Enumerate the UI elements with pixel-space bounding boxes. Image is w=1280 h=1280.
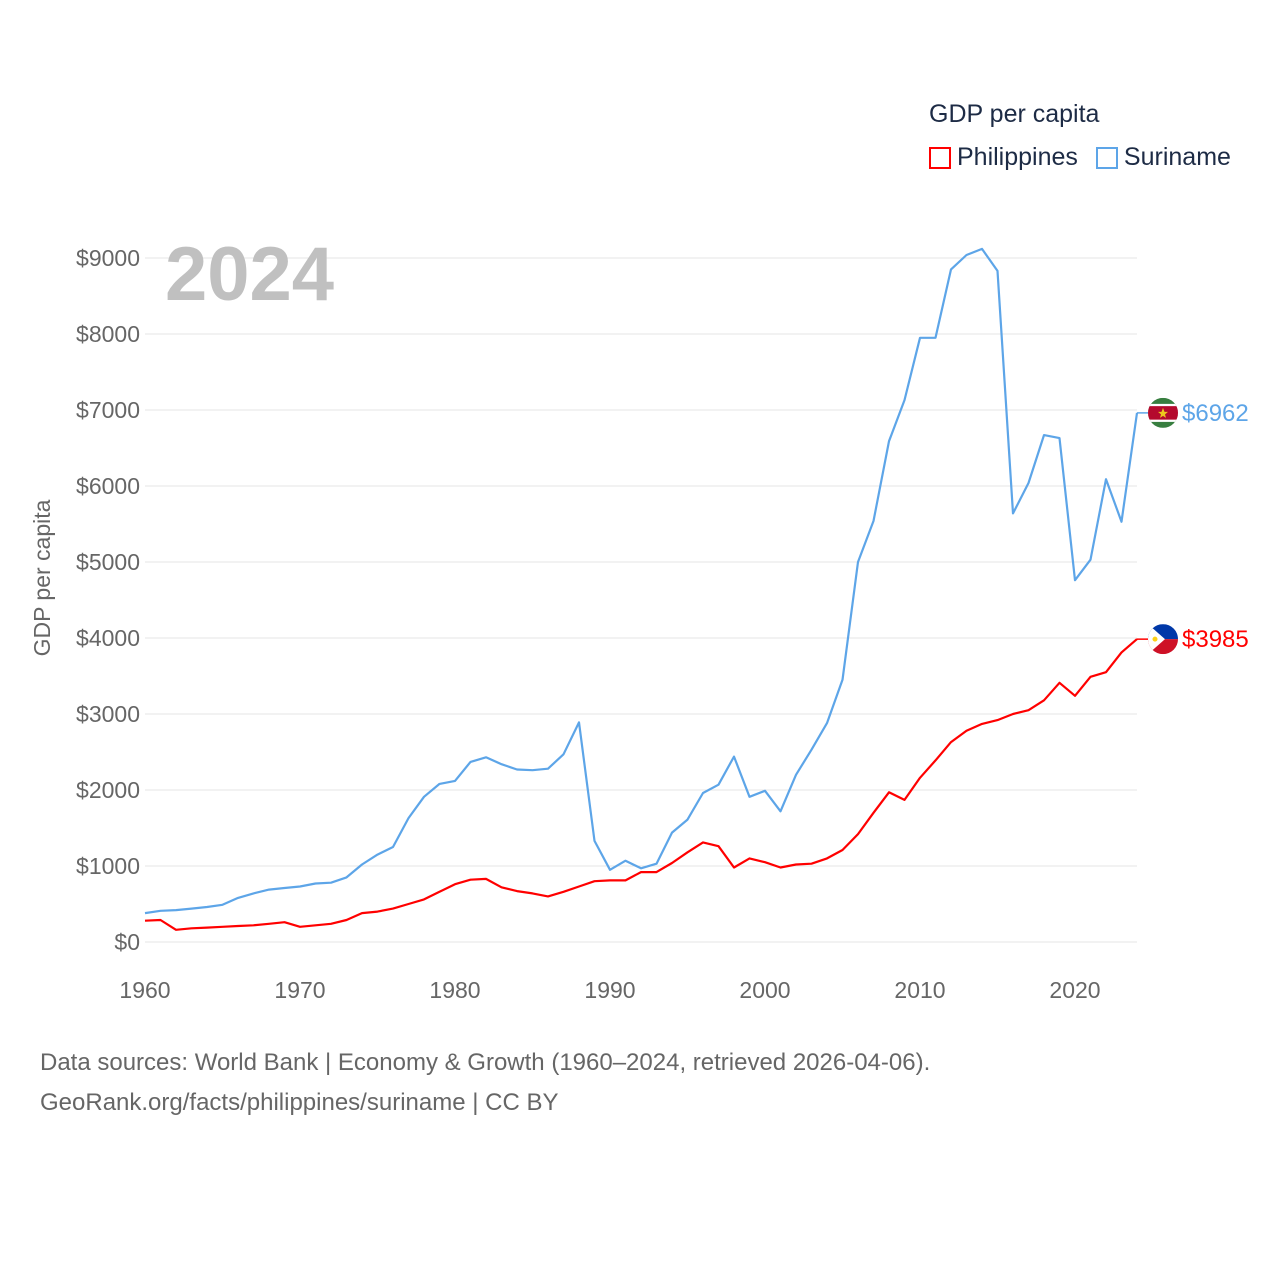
y-tick-label: $9000 [76, 245, 140, 271]
end-labels: $6962 $3985 [1137, 397, 1249, 655]
legend-title: GDP per capita [929, 100, 1100, 128]
flag-star [1158, 407, 1168, 418]
flag-suriname-icon [1148, 397, 1178, 428]
x-tick-label: 2020 [1049, 977, 1100, 1003]
x-tick-label: 1980 [429, 977, 480, 1003]
legend-item-suriname[interactable]: Suriname [1095, 143, 1231, 172]
legend-swatch-philippines [929, 146, 951, 169]
source-link[interactable]: GeoRank.org/facts/philippines/suriname |… [40, 1089, 559, 1116]
y-axis-ticks: $0 $1000 $2000 $3000 $4000 $5000 $6000 $7000 $80… [76, 245, 140, 955]
y-tick-label: $6000 [76, 473, 140, 499]
x-axis-ticks: 1960 1970 1980 1990 2000 2010 2020 [119, 977, 1100, 1003]
legend-swatch-suriname [1095, 146, 1118, 169]
year-title: 2024 [165, 232, 334, 317]
series-line-suriname [144, 247, 1139, 915]
end-value-label: $6962 [1182, 400, 1249, 427]
x-tick-label: 1960 [119, 977, 170, 1003]
y-tick-label: $1000 [76, 853, 140, 879]
series-line-philippines [144, 638, 1138, 931]
y-tick-label: $4000 [76, 625, 140, 651]
y-tick-label: $5000 [76, 549, 140, 575]
legend-label: Suriname [1123, 143, 1231, 171]
x-tick-label: 1970 [274, 977, 325, 1003]
flag-body [1148, 397, 1178, 428]
y-tick-label: $2000 [76, 777, 140, 803]
y-tick-label: $7000 [76, 397, 140, 423]
y-tick-label: $3000 [76, 701, 140, 727]
x-tick-label: 2010 [894, 977, 945, 1003]
x-tick-label: 2000 [739, 977, 790, 1003]
flag-philippines-icon [1148, 624, 1178, 655]
y-axis-label: GDP per capita [29, 499, 55, 656]
end-value-label: $3985 [1182, 626, 1249, 653]
flag-body [1148, 624, 1178, 655]
series-lines [144, 247, 1139, 931]
y-tick-label: $0 [114, 929, 140, 955]
footer: Data sources: World Bank | Economy & Gro… [40, 1043, 930, 1123]
source-note: Data sources: World Bank | Economy & Gro… [40, 1049, 931, 1076]
y-tick-label: $8000 [76, 321, 140, 347]
legend-item-philippines[interactable]: Philippines [929, 143, 1078, 172]
legend-label: Philippines [957, 143, 1078, 171]
x-tick-label: 1990 [584, 977, 635, 1003]
legend: Philippines Suriname [929, 143, 1231, 172]
flag-sun [1152, 636, 1158, 642]
grid-lines [145, 257, 1137, 943]
